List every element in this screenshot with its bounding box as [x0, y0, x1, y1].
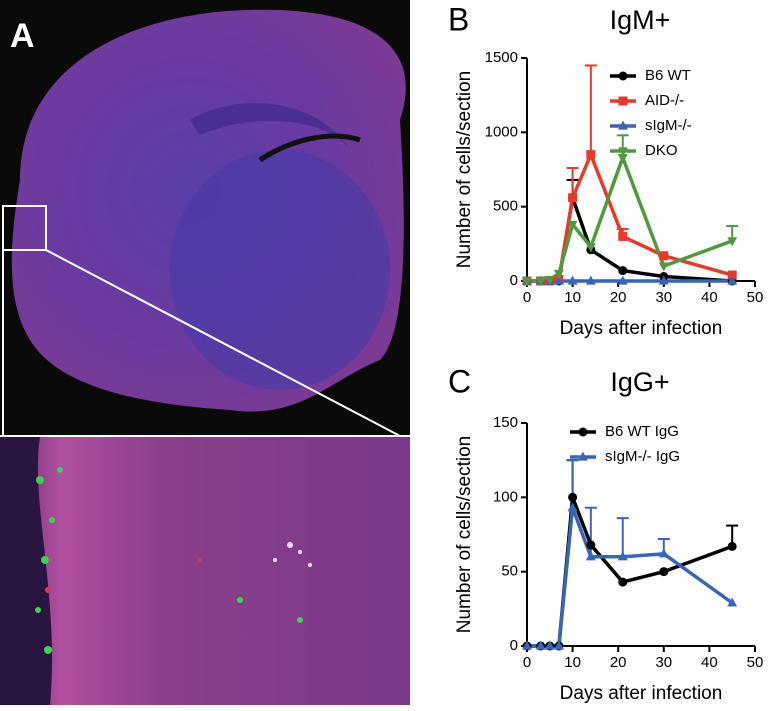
marker: [727, 270, 737, 280]
marker: [618, 231, 628, 241]
marker: [544, 640, 555, 650]
y-axis-label: Number of cells/section: [454, 436, 475, 633]
marker: [553, 640, 564, 650]
y-tick-label: 100: [493, 488, 518, 505]
x-tick-label: 0: [523, 654, 531, 671]
x-tick-label: 10: [564, 289, 581, 306]
x-tick-label: 0: [523, 289, 531, 306]
legend-label: sIgM-/- IgG: [605, 448, 680, 465]
marker: [578, 427, 588, 437]
series-line: [527, 505, 734, 648]
marker: [567, 275, 578, 285]
series-line: [527, 155, 733, 283]
marker: [727, 237, 738, 247]
marker: [535, 640, 546, 650]
marker: [567, 502, 578, 512]
marker: [618, 120, 628, 130]
marker: [585, 243, 596, 253]
marker: [553, 275, 564, 285]
error-bar: [584, 64, 597, 155]
marker: [568, 492, 578, 502]
marker: [658, 548, 669, 558]
marker: [568, 193, 578, 203]
legend-label: sIgM-/-: [645, 117, 692, 134]
legend-label: AID-/-: [645, 92, 684, 109]
marker: [659, 251, 669, 261]
marker: [586, 540, 596, 550]
marker: [585, 275, 596, 285]
marker: [586, 150, 596, 160]
y-tick-label: 500: [493, 198, 518, 215]
marker: [617, 154, 628, 164]
marker: [618, 577, 628, 587]
y-tick-label: 0: [510, 637, 518, 654]
marker: [522, 277, 532, 287]
x-tick-label: 30: [655, 654, 672, 671]
marker: [727, 275, 738, 285]
x-tick-label: 20: [610, 289, 627, 306]
x-tick-label: 50: [747, 654, 764, 671]
chart-title: IgG+: [610, 367, 669, 397]
x-tick-label: 40: [701, 289, 718, 306]
marker: [578, 451, 588, 461]
marker: [617, 275, 628, 285]
marker: [585, 551, 596, 561]
y-tick-label: 1500: [485, 49, 518, 66]
y-tick-label: 1000: [485, 123, 518, 140]
x-tick-label: 30: [655, 289, 672, 306]
error-bar: [566, 167, 579, 198]
y-axis-label: Number of cells/section: [454, 71, 475, 268]
x-tick-label: 20: [610, 654, 627, 671]
y-tick-label: 150: [493, 414, 518, 431]
x-axis-label: Days after infection: [560, 683, 723, 704]
marker: [544, 275, 555, 285]
marker: [658, 275, 669, 285]
y-tick-label: 50: [501, 563, 518, 580]
x-axis-label: Days after infection: [560, 318, 723, 339]
marker: [535, 277, 546, 287]
marker: [659, 567, 669, 577]
marker: [727, 597, 738, 607]
microscopy-image: A: [0, 0, 410, 705]
marker: [567, 220, 578, 230]
legend-label: B6 WT: [645, 67, 691, 84]
marker: [617, 551, 628, 561]
y-tick-label: 0: [510, 272, 518, 289]
series-line: [527, 495, 733, 648]
marker: [618, 71, 628, 81]
marker: [658, 262, 669, 272]
x-tick-label: 10: [564, 654, 581, 671]
panel-label: A: [10, 17, 35, 55]
legend-label: B6 WT IgG: [605, 423, 679, 440]
marker: [618, 147, 628, 157]
error-bar: [616, 517, 629, 557]
marker: [522, 640, 532, 650]
marker: [618, 96, 628, 106]
marker: [553, 269, 564, 279]
legend-label: DKO: [645, 142, 678, 159]
marker: [618, 266, 628, 276]
chart-title: IgM+: [610, 5, 671, 35]
marker: [727, 541, 737, 551]
x-tick-label: 40: [701, 654, 718, 671]
x-tick-label: 50: [747, 289, 764, 306]
panel-label: B: [448, 1, 469, 37]
panel-label: C: [448, 363, 471, 399]
